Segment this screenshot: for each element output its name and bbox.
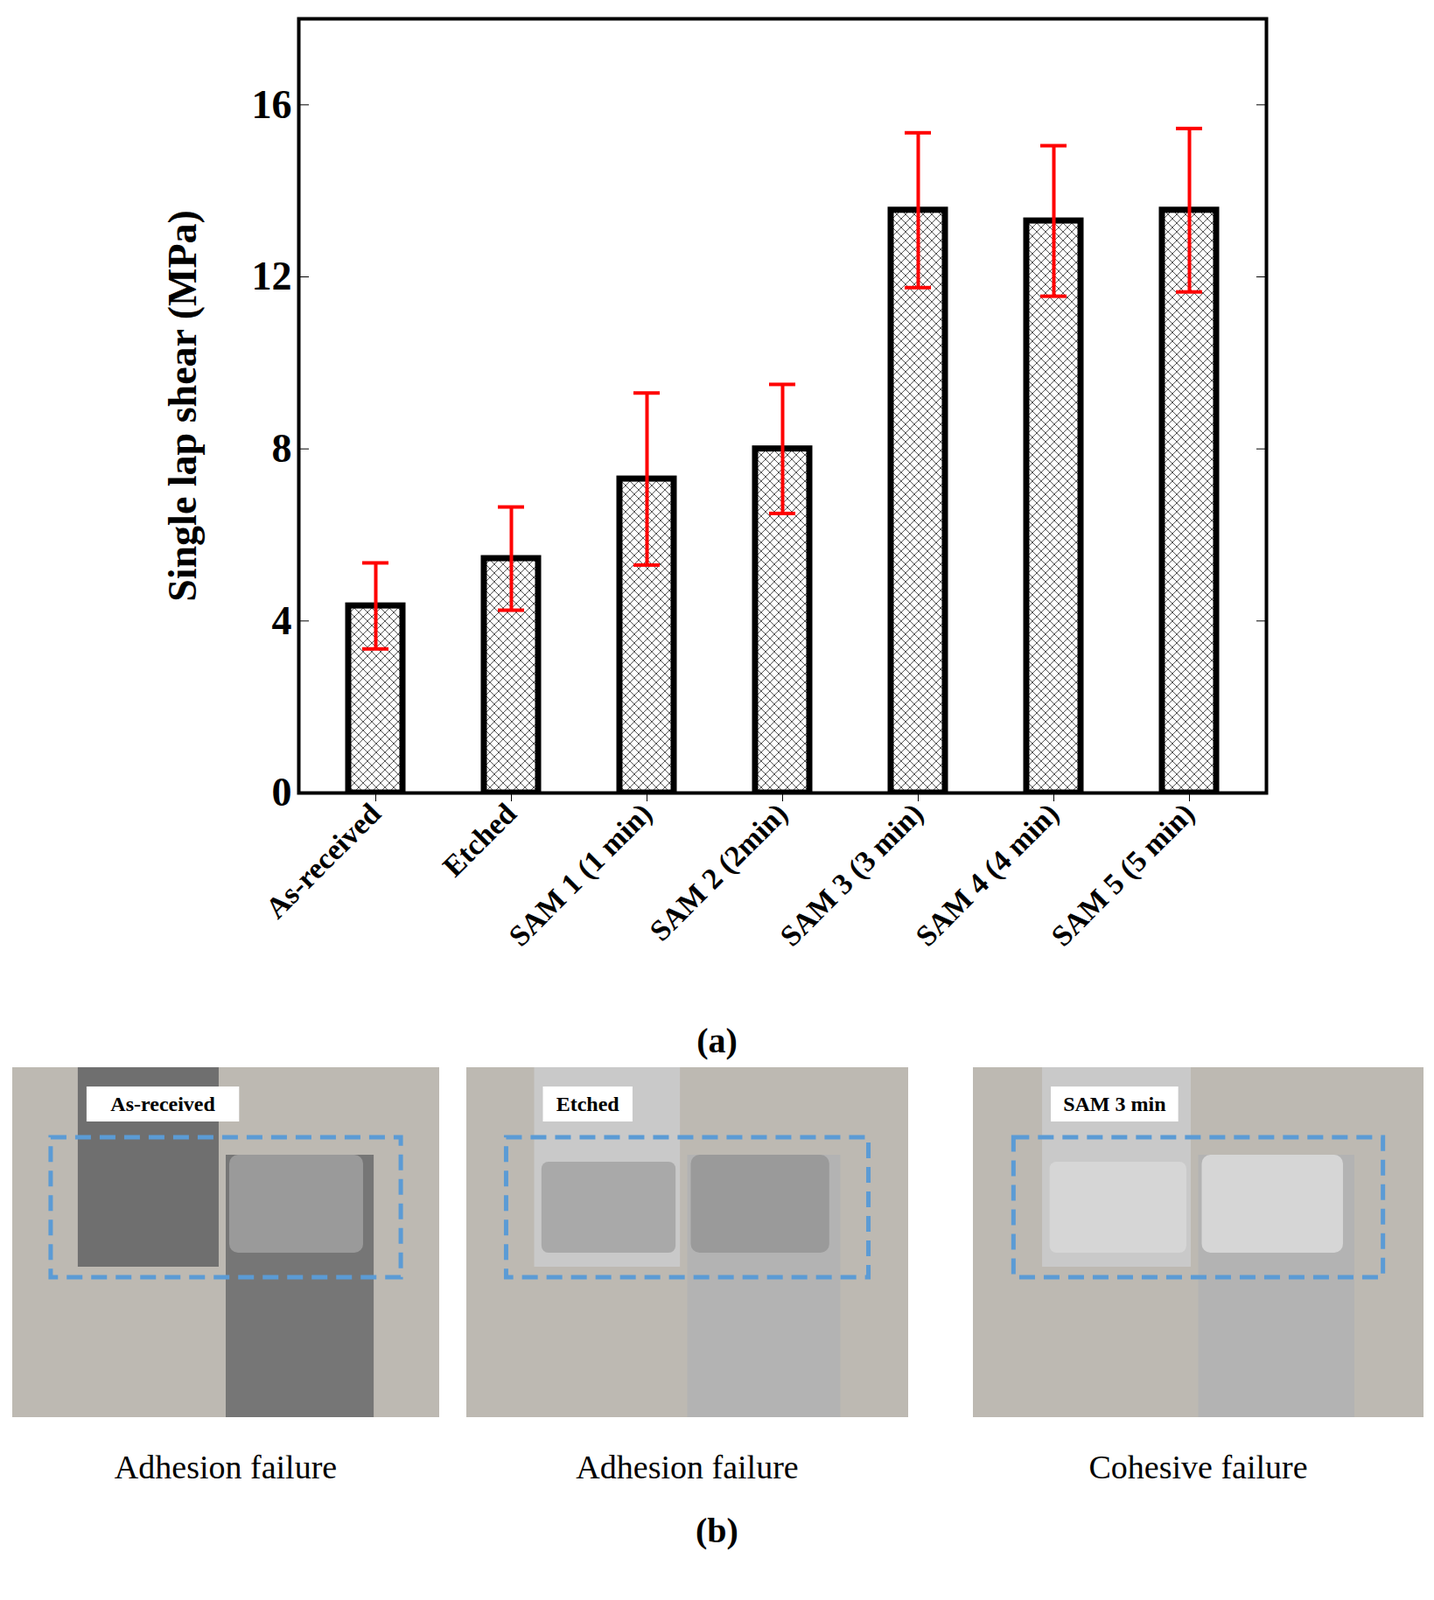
html-text:(a): (a) xyxy=(696,1021,738,1061)
html-text:(b): (b) xyxy=(695,1510,739,1551)
svg-text:12: 12 xyxy=(251,253,293,299)
svg-text:As-received: As-received xyxy=(110,1092,216,1116)
svg-text:Single lap shear (MPa): Single lap shear (MPa) xyxy=(160,209,205,602)
svg-text:Adhesion failure: Adhesion failure xyxy=(114,1448,337,1486)
svg-text:SAM 3 min: SAM 3 min xyxy=(1063,1092,1166,1116)
svg-text:Etched: Etched xyxy=(556,1092,621,1116)
svg-text:SAM 1 (1 min): SAM 1 (1 min) xyxy=(502,797,658,953)
svg-text:0: 0 xyxy=(272,769,293,815)
svg-text:8: 8 xyxy=(272,426,293,471)
svg-text:As-received: As-received xyxy=(258,797,387,925)
svg-text:SAM 5 (5 min): SAM 5 (5 min) xyxy=(1044,797,1201,953)
svg-text:Adhesion failure: Adhesion failure xyxy=(575,1448,798,1486)
svg-text:SAM 4 (4 min): SAM 4 (4 min) xyxy=(909,797,1065,953)
svg-text:4: 4 xyxy=(272,598,293,644)
svg-text:Cohesive failure: Cohesive failure xyxy=(1088,1448,1308,1486)
svg-text:SAM 3 (3 min): SAM 3 (3 min) xyxy=(773,797,930,953)
svg-text:SAM 2 (2min): SAM 2 (2min) xyxy=(643,797,794,948)
svg-text:16: 16 xyxy=(251,82,293,127)
svg-text:Etched: Etched xyxy=(436,797,523,883)
